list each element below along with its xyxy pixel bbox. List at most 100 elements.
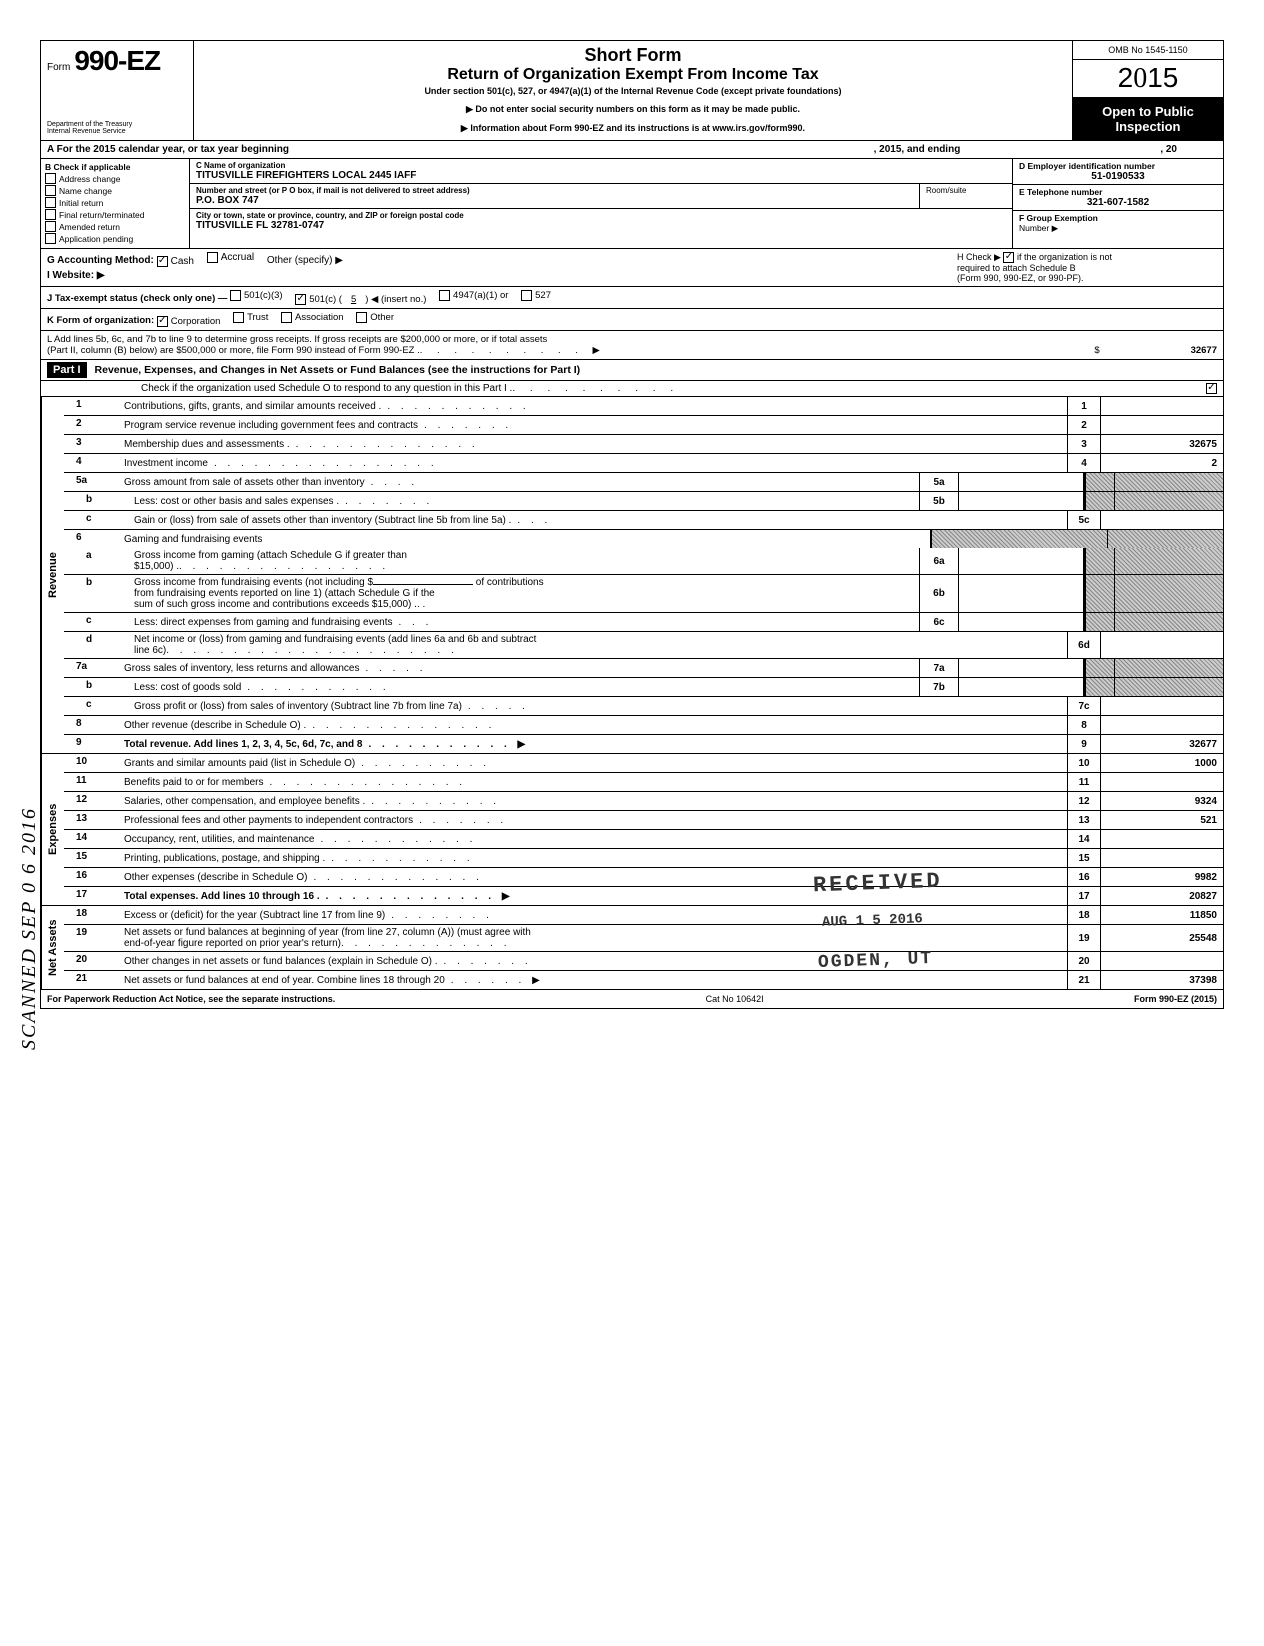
ln5b-rn-shaded xyxy=(1085,492,1114,510)
b-label: B Check if applicable xyxy=(45,162,185,172)
chk-schedule-b[interactable] xyxy=(1003,252,1014,263)
ln9-desc: Total revenue. Add lines 1, 2, 3, 4, 5c,… xyxy=(124,739,362,750)
ln7c-desc: Gross profit or (loss) from sales of inv… xyxy=(134,701,462,712)
ln21-desc: Net assets or fund balances at end of ye… xyxy=(124,975,445,986)
chk-name-change[interactable] xyxy=(45,185,56,196)
col-def: D Employer identification number 51-0190… xyxy=(1012,159,1223,248)
ln12-rv: 9324 xyxy=(1100,792,1223,810)
chk-initial-return[interactable] xyxy=(45,197,56,208)
ln6d-num: d xyxy=(64,632,130,658)
ln21-num: 21 xyxy=(64,971,120,989)
row-a-text3: , 20 xyxy=(1160,144,1177,155)
lbl-app-pending: Application pending xyxy=(59,234,133,244)
chk-cash[interactable] xyxy=(157,256,168,267)
ln6d-rv xyxy=(1100,632,1223,658)
ln7b-rn-shaded xyxy=(1085,678,1114,696)
ln15-rv xyxy=(1100,849,1223,867)
ln7b-mn: 7b xyxy=(919,678,959,696)
ln10-rv: 1000 xyxy=(1100,754,1223,772)
chk-schedule-o[interactable] xyxy=(1206,383,1217,394)
dept-treasury: Department of the Treasury xyxy=(47,121,187,129)
ln21-rv: 37398 xyxy=(1100,971,1223,989)
chk-app-pending[interactable] xyxy=(45,233,56,244)
ln7b-rv-shaded xyxy=(1114,678,1223,696)
ln11-num: 11 xyxy=(64,773,120,791)
ln14-rv xyxy=(1100,830,1223,848)
e-label: E Telephone number xyxy=(1019,187,1217,197)
open-line2: Inspection xyxy=(1075,119,1221,134)
ln12-desc: Salaries, other compensation, and employ… xyxy=(124,796,365,807)
lbl-address-change: Address change xyxy=(59,174,120,184)
ln6c-desc: Less: direct expenses from gaming and fu… xyxy=(134,617,392,628)
form-990ez: Form 990-EZ Department of the Treasury I… xyxy=(40,40,1224,1009)
lbl-corp: Corporation xyxy=(171,316,221,327)
lbl-initial-return: Initial return xyxy=(59,198,103,208)
chk-501c[interactable] xyxy=(295,294,306,305)
ln15-desc: Printing, publications, postage, and shi… xyxy=(124,853,325,864)
ln6a-rn-shaded xyxy=(1085,548,1114,574)
lbl-other-method: Other (specify) ▶ xyxy=(267,255,343,266)
lbl-501c: 501(c) ( xyxy=(309,294,342,305)
ln6c-rn-shaded xyxy=(1085,613,1114,631)
ln6b-mv xyxy=(959,575,1084,612)
col-b-checkboxes: B Check if applicable Address change Nam… xyxy=(41,159,190,248)
ln1-desc: Contributions, gifts, grants, and simila… xyxy=(124,401,381,412)
chk-final-return[interactable] xyxy=(45,209,56,220)
netassets-block: Net Assets 18Excess or (deficit) for the… xyxy=(41,906,1223,990)
ln7a-rn-shaded xyxy=(1085,659,1114,677)
chk-assoc[interactable] xyxy=(281,312,292,323)
ln6c-mv xyxy=(959,613,1084,631)
chk-corp[interactable] xyxy=(157,316,168,327)
side-netassets: Net Assets xyxy=(41,906,64,990)
row-h: H Check ▶ if the organization is not req… xyxy=(951,249,1223,286)
room-suite-label: Room/suite xyxy=(920,184,1012,208)
side-revenue: Revenue xyxy=(41,397,64,754)
ln7c-rn: 7c xyxy=(1067,697,1100,715)
warn-info: ▶ Information about Form 990-EZ and its … xyxy=(204,123,1062,134)
open-to-public: Open to Public Inspection xyxy=(1073,98,1223,140)
chk-501c3[interactable] xyxy=(230,290,241,301)
ln5b-rv-shaded xyxy=(1114,492,1223,510)
chk-other-org[interactable] xyxy=(356,312,367,323)
ln14-num: 14 xyxy=(64,830,120,848)
chk-amended[interactable] xyxy=(45,221,56,232)
ln17-rn: 17 xyxy=(1067,887,1100,905)
ln8-desc: Other revenue (describe in Schedule O) . xyxy=(124,720,306,731)
ln10-desc: Grants and similar amounts paid (list in… xyxy=(124,758,355,769)
l-amount: 32677 xyxy=(1107,345,1217,356)
chk-trust[interactable] xyxy=(233,312,244,323)
ln19-rv: 25548 xyxy=(1100,925,1223,951)
h-text3: required to attach Schedule B xyxy=(957,263,1076,273)
ln6b-mn: 6b xyxy=(919,575,959,612)
f-label: F Group Exemption xyxy=(1019,213,1217,223)
ln7b-desc: Less: cost of goods sold xyxy=(134,682,241,693)
l-text1: L Add lines 5b, 6c, and 7b to line 9 to … xyxy=(47,334,1217,345)
ln9-rn: 9 xyxy=(1067,735,1100,753)
ln7a-rv-shaded xyxy=(1114,659,1223,677)
lbl-527: 527 xyxy=(535,290,551,301)
ln6-shaded-r xyxy=(1107,530,1223,548)
ln5b-desc: Less: cost or other basis and sales expe… xyxy=(134,496,339,507)
ln19-d2: end-of-year figure reported on prior yea… xyxy=(124,938,341,949)
ln5b-num: b xyxy=(64,492,130,510)
ln16-rv: 9982 xyxy=(1100,868,1223,886)
chk-address-change[interactable] xyxy=(45,173,56,184)
ln7b-num: b xyxy=(64,678,130,696)
row-i: I Website: ▶ xyxy=(47,270,945,281)
ln20-desc: Other changes in net assets or fund bala… xyxy=(124,956,438,967)
d-label: D Employer identification number xyxy=(1019,161,1217,171)
chk-527[interactable] xyxy=(521,290,532,301)
ln18-rv: 11850 xyxy=(1100,906,1223,924)
ln7a-mv xyxy=(959,659,1084,677)
chk-accrual[interactable] xyxy=(207,252,218,263)
ln8-rn: 8 xyxy=(1067,716,1100,734)
ln5a-mv xyxy=(959,473,1084,491)
i-label: I Website: ▶ xyxy=(47,270,105,281)
ln2-num: 2 xyxy=(64,416,120,434)
ln7a-desc: Gross sales of inventory, less returns a… xyxy=(124,663,359,674)
chk-4947[interactable] xyxy=(439,290,450,301)
open-line1: Open to Public xyxy=(1075,104,1221,119)
lbl-accrual: Accrual xyxy=(221,252,254,263)
ln18-desc: Excess or (deficit) for the year (Subtra… xyxy=(124,910,385,921)
ln21-rn: 21 xyxy=(1067,971,1100,989)
